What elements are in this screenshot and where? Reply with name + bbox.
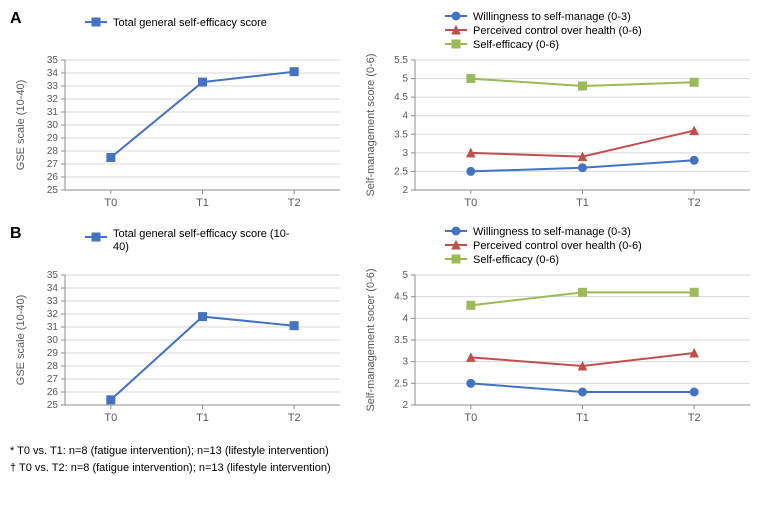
ytick-label: 3.5 [394, 129, 408, 140]
chart-a-right: 2 2.5 3 3.5 4 4.5 5 5.5 T0 T1 T2 Self-management sc… [360, 10, 760, 220]
ytick-label: 29 [47, 348, 59, 359]
legend-label: Self-efficacy (0-6) [473, 254, 559, 266]
ytick-label: 26 [47, 387, 59, 398]
legend-label: Willingness to self-manage (0-3) [473, 226, 631, 238]
y-axis-label: GSE scale (10-40) [15, 295, 27, 385]
xtick-label: T1 [196, 197, 209, 209]
chart-svg: 2 2.5 3 3.5 4 4.5 5 T0 T1 T2 Self-management socer… [360, 225, 760, 435]
ytick-label: 4.5 [394, 92, 408, 103]
chart-svg: 25 26 27 28 29 30 31 32 33 34 35 T0 T1 T2 GSE scale (1… [10, 10, 350, 220]
ytick-label: 33 [47, 81, 59, 92]
ytick-label: 32 [47, 94, 59, 105]
y-axis-label: Self-management socer (0-6) [365, 268, 377, 411]
legend-label: 40) [113, 241, 129, 253]
ytick-label: 35 [47, 55, 59, 66]
ytick-label: 25 [47, 185, 59, 196]
ytick-label: 28 [47, 146, 59, 157]
ytick-label: 3 [402, 148, 408, 159]
xtick-label: T2 [288, 197, 301, 209]
ytick-label: 2.5 [394, 378, 408, 389]
legend-label: Total general self-efficacy score (10- [113, 228, 290, 240]
ytick-label: 29 [47, 133, 59, 144]
ytick-label: 2.5 [394, 166, 408, 177]
y-axis-label: GSE scale (10-40) [15, 80, 27, 170]
chart-b-left: 25 26 27 28 29 30 31 32 33 34 35 T0 T1 T2 GSE scale (1… [10, 225, 350, 435]
ytick-label: 4.5 [394, 292, 408, 303]
ytick-label: 4 [402, 111, 408, 122]
legend-label: Perceived control over health (0-6) [473, 240, 642, 252]
ytick-label: 25 [47, 400, 59, 411]
ytick-label: 34 [47, 68, 59, 79]
xtick-label: T0 [464, 197, 477, 209]
xtick-label: T2 [688, 412, 701, 424]
ytick-label: 4 [402, 313, 408, 324]
ytick-label: 2 [402, 400, 408, 411]
footnote-1: * T0 vs. T1: n=8 (fatigue intervention);… [10, 443, 768, 460]
xtick-label: T1 [196, 412, 209, 424]
y-axis-label: Self-management score (0-6) [365, 53, 377, 196]
xtick-label: T1 [576, 197, 589, 209]
ytick-label: 3.5 [394, 335, 408, 346]
ytick-label: 31 [47, 107, 59, 118]
ytick-label: 31 [47, 322, 59, 333]
ytick-label: 32 [47, 309, 59, 320]
panel-a-left: A 2526272829303132333435T0T1T2GSE scale … [10, 10, 350, 220]
ytick-label: 30 [47, 335, 59, 346]
row-a: A 2526272829303132333435T0T1T2GSE scale … [10, 10, 768, 220]
footnotes: * T0 vs. T1: n=8 (fatigue intervention);… [10, 443, 768, 476]
series-line [111, 317, 294, 400]
xtick-label: T0 [104, 197, 117, 209]
xtick-label: T2 [688, 197, 701, 209]
ytick-label: 26 [47, 172, 59, 183]
footnote-2: † T0 vs. T2: n=8 (fatigue intervention);… [10, 460, 768, 477]
ytick-label: 28 [47, 361, 59, 372]
xtick-label: T0 [104, 412, 117, 424]
ytick-label: 3 [402, 357, 408, 368]
ytick-label: 5 [402, 74, 408, 85]
row-b: B 2526272829303132333435T0T1T2GSE scale … [10, 225, 768, 435]
ytick-label: 30 [47, 120, 59, 131]
panel-a-right: 2 2.5 3 3.5 4 4.5 5 5.5 T0 T1 T2 Self-management sc… [360, 10, 760, 220]
legend-label: Perceived control over health (0-6) [473, 25, 642, 37]
xtick-label: T2 [288, 412, 301, 424]
ytick-label: 27 [47, 374, 59, 385]
ytick-label: 34 [47, 283, 59, 294]
ytick-label: 5 [402, 270, 408, 281]
chart-svg: 2 2.5 3 3.5 4 4.5 5 5.5 T0 T1 T2 Self-management sc… [360, 10, 760, 220]
legend-label: Willingness to self-manage (0-3) [473, 11, 631, 23]
xtick-label: T1 [576, 412, 589, 424]
legend-label: Self-efficacy (0-6) [473, 39, 559, 51]
panel-b-left: B 2526272829303132333435T0T1T2GSE scale … [10, 225, 350, 435]
chart-svg: 25 26 27 28 29 30 31 32 33 34 35 T0 T1 T2 GSE scale (1… [10, 225, 350, 435]
chart-b-right: 2 2.5 3 3.5 4 4.5 5 T0 T1 T2 Self-management socer… [360, 225, 760, 435]
ytick-label: 27 [47, 159, 59, 170]
legend-label: Total general self-efficacy score [113, 17, 267, 29]
ytick-label: 35 [47, 270, 59, 281]
figure: A 2526272829303132333435T0T1T2GSE scale … [10, 10, 768, 476]
ytick-label: 5.5 [394, 55, 408, 66]
ytick-label: 2 [402, 185, 408, 196]
chart-a-left: 25 26 27 28 29 30 31 32 33 34 35 T0 T1 T2 GSE scale (1… [10, 10, 350, 220]
panel-b-right: 2 2.5 3 3.5 4 4.5 5 T0 T1 T2 Self-management socer… [360, 225, 760, 435]
xtick-label: T0 [464, 412, 477, 424]
ytick-label: 33 [47, 296, 59, 307]
